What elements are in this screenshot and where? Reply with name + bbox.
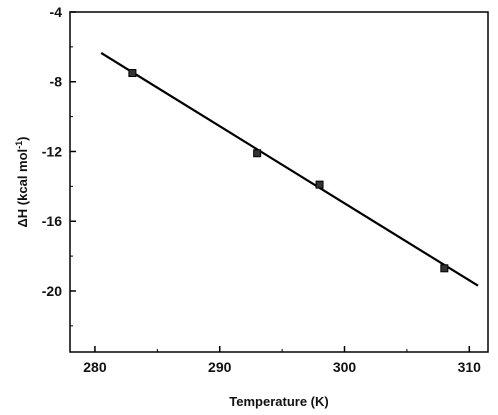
y-tick-label: -16	[42, 213, 62, 229]
data-point-2	[253, 149, 262, 158]
y-axis-title-main: ΔH (kcal mol	[15, 149, 30, 228]
x-tick-labels: 280 290 300 310	[83, 359, 481, 375]
point-marker	[440, 264, 449, 273]
data-points	[128, 69, 449, 273]
plot-frame	[69, 11, 489, 353]
y-tick-label: -4	[50, 4, 63, 20]
y-tick-label: -8	[50, 74, 63, 90]
data-point-3	[315, 180, 324, 189]
y-axis-title-close: )	[15, 136, 30, 140]
fit-line	[100, 52, 479, 287]
y-tick-labels: -4 -8 -12 -16 -20	[42, 4, 62, 299]
y-axis-title-sup: -1	[14, 141, 24, 149]
y-axis-title: ΔH (kcal mol-1)	[14, 136, 30, 227]
data-point-4	[440, 264, 449, 273]
y-tick-label: -20	[42, 283, 62, 299]
x-tick-label: 310	[458, 359, 482, 375]
x-tick-label: 290	[208, 359, 232, 375]
point-marker	[315, 180, 324, 189]
x-tick-label: 300	[333, 359, 357, 375]
x-axis-title: Temperature (K)	[229, 394, 328, 409]
fit-line-group	[100, 52, 479, 287]
data-point-1	[128, 69, 137, 78]
x-tick-label: 280	[83, 359, 107, 375]
tick-marks	[70, 11, 471, 352]
point-marker	[253, 149, 262, 158]
y-tick-label: -12	[42, 143, 62, 159]
point-marker	[128, 69, 137, 78]
